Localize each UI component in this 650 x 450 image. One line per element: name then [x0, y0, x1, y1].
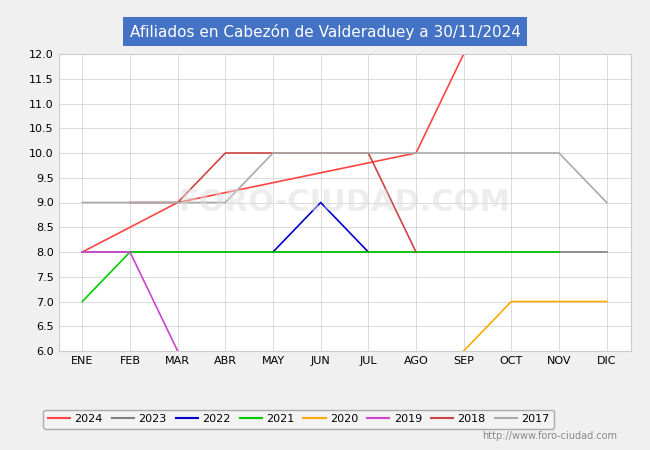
Legend: 2024, 2023, 2022, 2021, 2020, 2019, 2018, 2017: 2024, 2023, 2022, 2021, 2020, 2019, 2018…	[44, 410, 554, 428]
Text: FORO-CIUDAD.COM: FORO-CIUDAD.COM	[179, 188, 510, 217]
Text: http://www.foro-ciudad.com: http://www.foro-ciudad.com	[482, 431, 618, 441]
Text: Afiliados en Cabezón de Valderaduey a 30/11/2024: Afiliados en Cabezón de Valderaduey a 30…	[129, 23, 521, 40]
